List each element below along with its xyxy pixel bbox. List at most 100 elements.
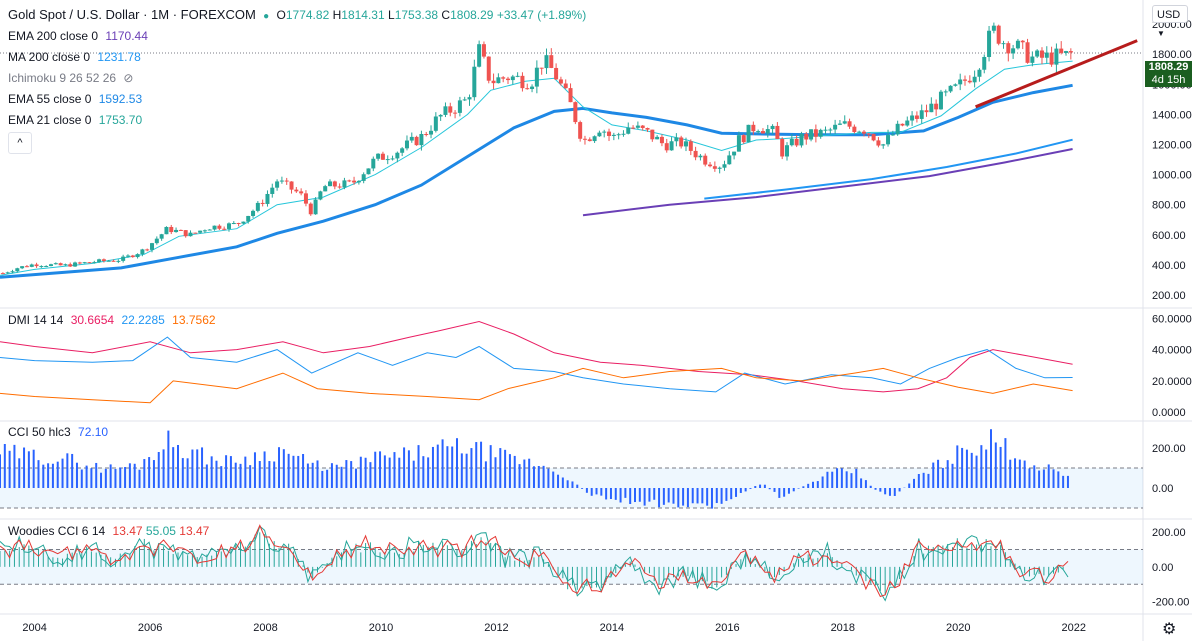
y-tick-label: -200.00	[1152, 597, 1189, 609]
candle-body	[650, 129, 655, 140]
candle-body	[212, 225, 217, 230]
candle-body	[226, 223, 231, 229]
candle-body	[193, 232, 198, 234]
y-tick-label: 20.0000	[1152, 376, 1192, 388]
candle-body	[409, 136, 414, 141]
candle-body	[164, 226, 169, 235]
candle-body	[813, 129, 818, 137]
candle-body	[48, 264, 53, 267]
candle-body	[520, 75, 525, 89]
bar-countdown: 4d 15h	[1151, 74, 1186, 86]
candle-body	[241, 221, 246, 224]
dmi-legend[interactable]: DMI 14 14 30.6654 22.2285 13.7562	[8, 313, 220, 327]
candle-body	[342, 180, 347, 188]
candle-body	[631, 127, 636, 129]
candle-body	[347, 180, 352, 182]
candle-body	[462, 99, 467, 101]
cci-legend[interactable]: CCI 50 hlc3 72.10	[8, 425, 112, 439]
candle-body	[313, 199, 318, 215]
candle-body	[279, 180, 284, 182]
candle-body	[655, 136, 660, 140]
candle-body	[260, 202, 265, 204]
candle-body	[674, 137, 679, 142]
candle-body	[977, 69, 982, 77]
ema55-line	[0, 83, 1073, 279]
candle-body	[741, 135, 746, 143]
candle-body	[938, 91, 943, 110]
candle-body	[905, 120, 910, 126]
candle-body	[857, 131, 862, 133]
candle-body	[837, 123, 842, 125]
ema200-legend[interactable]: EMA 200 close 0 1170.44	[8, 29, 152, 43]
open-label: O	[276, 8, 286, 22]
candle-body	[948, 85, 953, 92]
candle-body	[578, 122, 583, 139]
candle-body	[799, 133, 804, 146]
candle-body	[303, 193, 308, 204]
candle-body	[804, 133, 809, 140]
candle-body	[308, 203, 313, 215]
candle-body	[472, 66, 477, 98]
last-price-value: 1808.29	[1148, 61, 1189, 73]
y-tick-label: 200.00	[1152, 290, 1186, 302]
woodies-cci-line	[0, 524, 1069, 598]
candle-body	[996, 25, 1001, 44]
candle-body	[140, 249, 145, 255]
legend-collapse[interactable]: ^	[8, 132, 36, 154]
woodies-value-3: 13.47	[179, 524, 210, 538]
eye-off-icon[interactable]: ⊘	[123, 71, 134, 85]
chevron-down-icon: ▼	[1157, 29, 1165, 38]
woodies-legend[interactable]: Woodies CCI 6 14 13.47 55.05 13.47	[8, 524, 213, 538]
candle-body	[101, 259, 106, 261]
candle-body	[1044, 52, 1049, 58]
candle-body	[496, 77, 501, 84]
currency-selector[interactable]: USD ▼	[1152, 5, 1188, 38]
candle-body	[236, 223, 241, 225]
candle-body	[1025, 42, 1030, 63]
candle-body	[852, 126, 857, 133]
ichimoku-label: Ichimoku 9 26 52 26	[8, 71, 117, 85]
candle-body	[1068, 51, 1073, 53]
ema21-legend[interactable]: EMA 21 close 0 1753.70	[8, 113, 146, 127]
ma200-legend[interactable]: MA 200 close 0 1231.78	[8, 50, 145, 64]
candle-body	[481, 44, 486, 57]
chevron-up-icon[interactable]: ^	[8, 132, 32, 154]
candle-body	[914, 115, 919, 119]
candle-body	[1054, 48, 1059, 65]
candle-body	[987, 30, 992, 57]
candle-body	[1049, 52, 1054, 65]
candle-body	[270, 187, 275, 194]
candle-body	[457, 100, 462, 113]
candle-body	[467, 97, 472, 100]
ichimoku-legend[interactable]: Ichimoku 9 26 52 26 ⊘	[8, 71, 137, 85]
candle-body	[371, 158, 376, 169]
candle-body	[395, 152, 400, 159]
gear-icon[interactable]: ⚙	[1162, 621, 1177, 638]
candle-body	[510, 76, 515, 81]
candle-body	[722, 164, 727, 168]
candle-body	[15, 268, 20, 272]
candle-body	[539, 67, 544, 69]
candle-body	[640, 125, 645, 128]
candle-body	[910, 115, 915, 121]
candle-body	[587, 139, 592, 142]
woodies-label: Woodies CCI 6 14	[8, 524, 106, 538]
candle-body	[544, 55, 549, 69]
candle-body	[443, 106, 448, 115]
y-tick-label: 40.0000	[1152, 345, 1192, 357]
candle-body	[770, 125, 775, 130]
candle-body	[198, 230, 203, 233]
candle-body	[337, 186, 342, 188]
candle-body	[24, 266, 29, 268]
candle-body	[135, 254, 140, 258]
candle-body	[554, 67, 559, 80]
candle-body	[159, 234, 164, 239]
trend-line	[975, 39, 1138, 109]
candle-body	[130, 255, 135, 258]
y-tick-label: 200.00	[1152, 527, 1186, 539]
x-tick-label: 2004	[22, 622, 46, 634]
candle-body	[87, 262, 92, 264]
ema55-legend[interactable]: EMA 55 close 0 1592.53	[8, 92, 146, 106]
candle-body	[982, 56, 987, 70]
